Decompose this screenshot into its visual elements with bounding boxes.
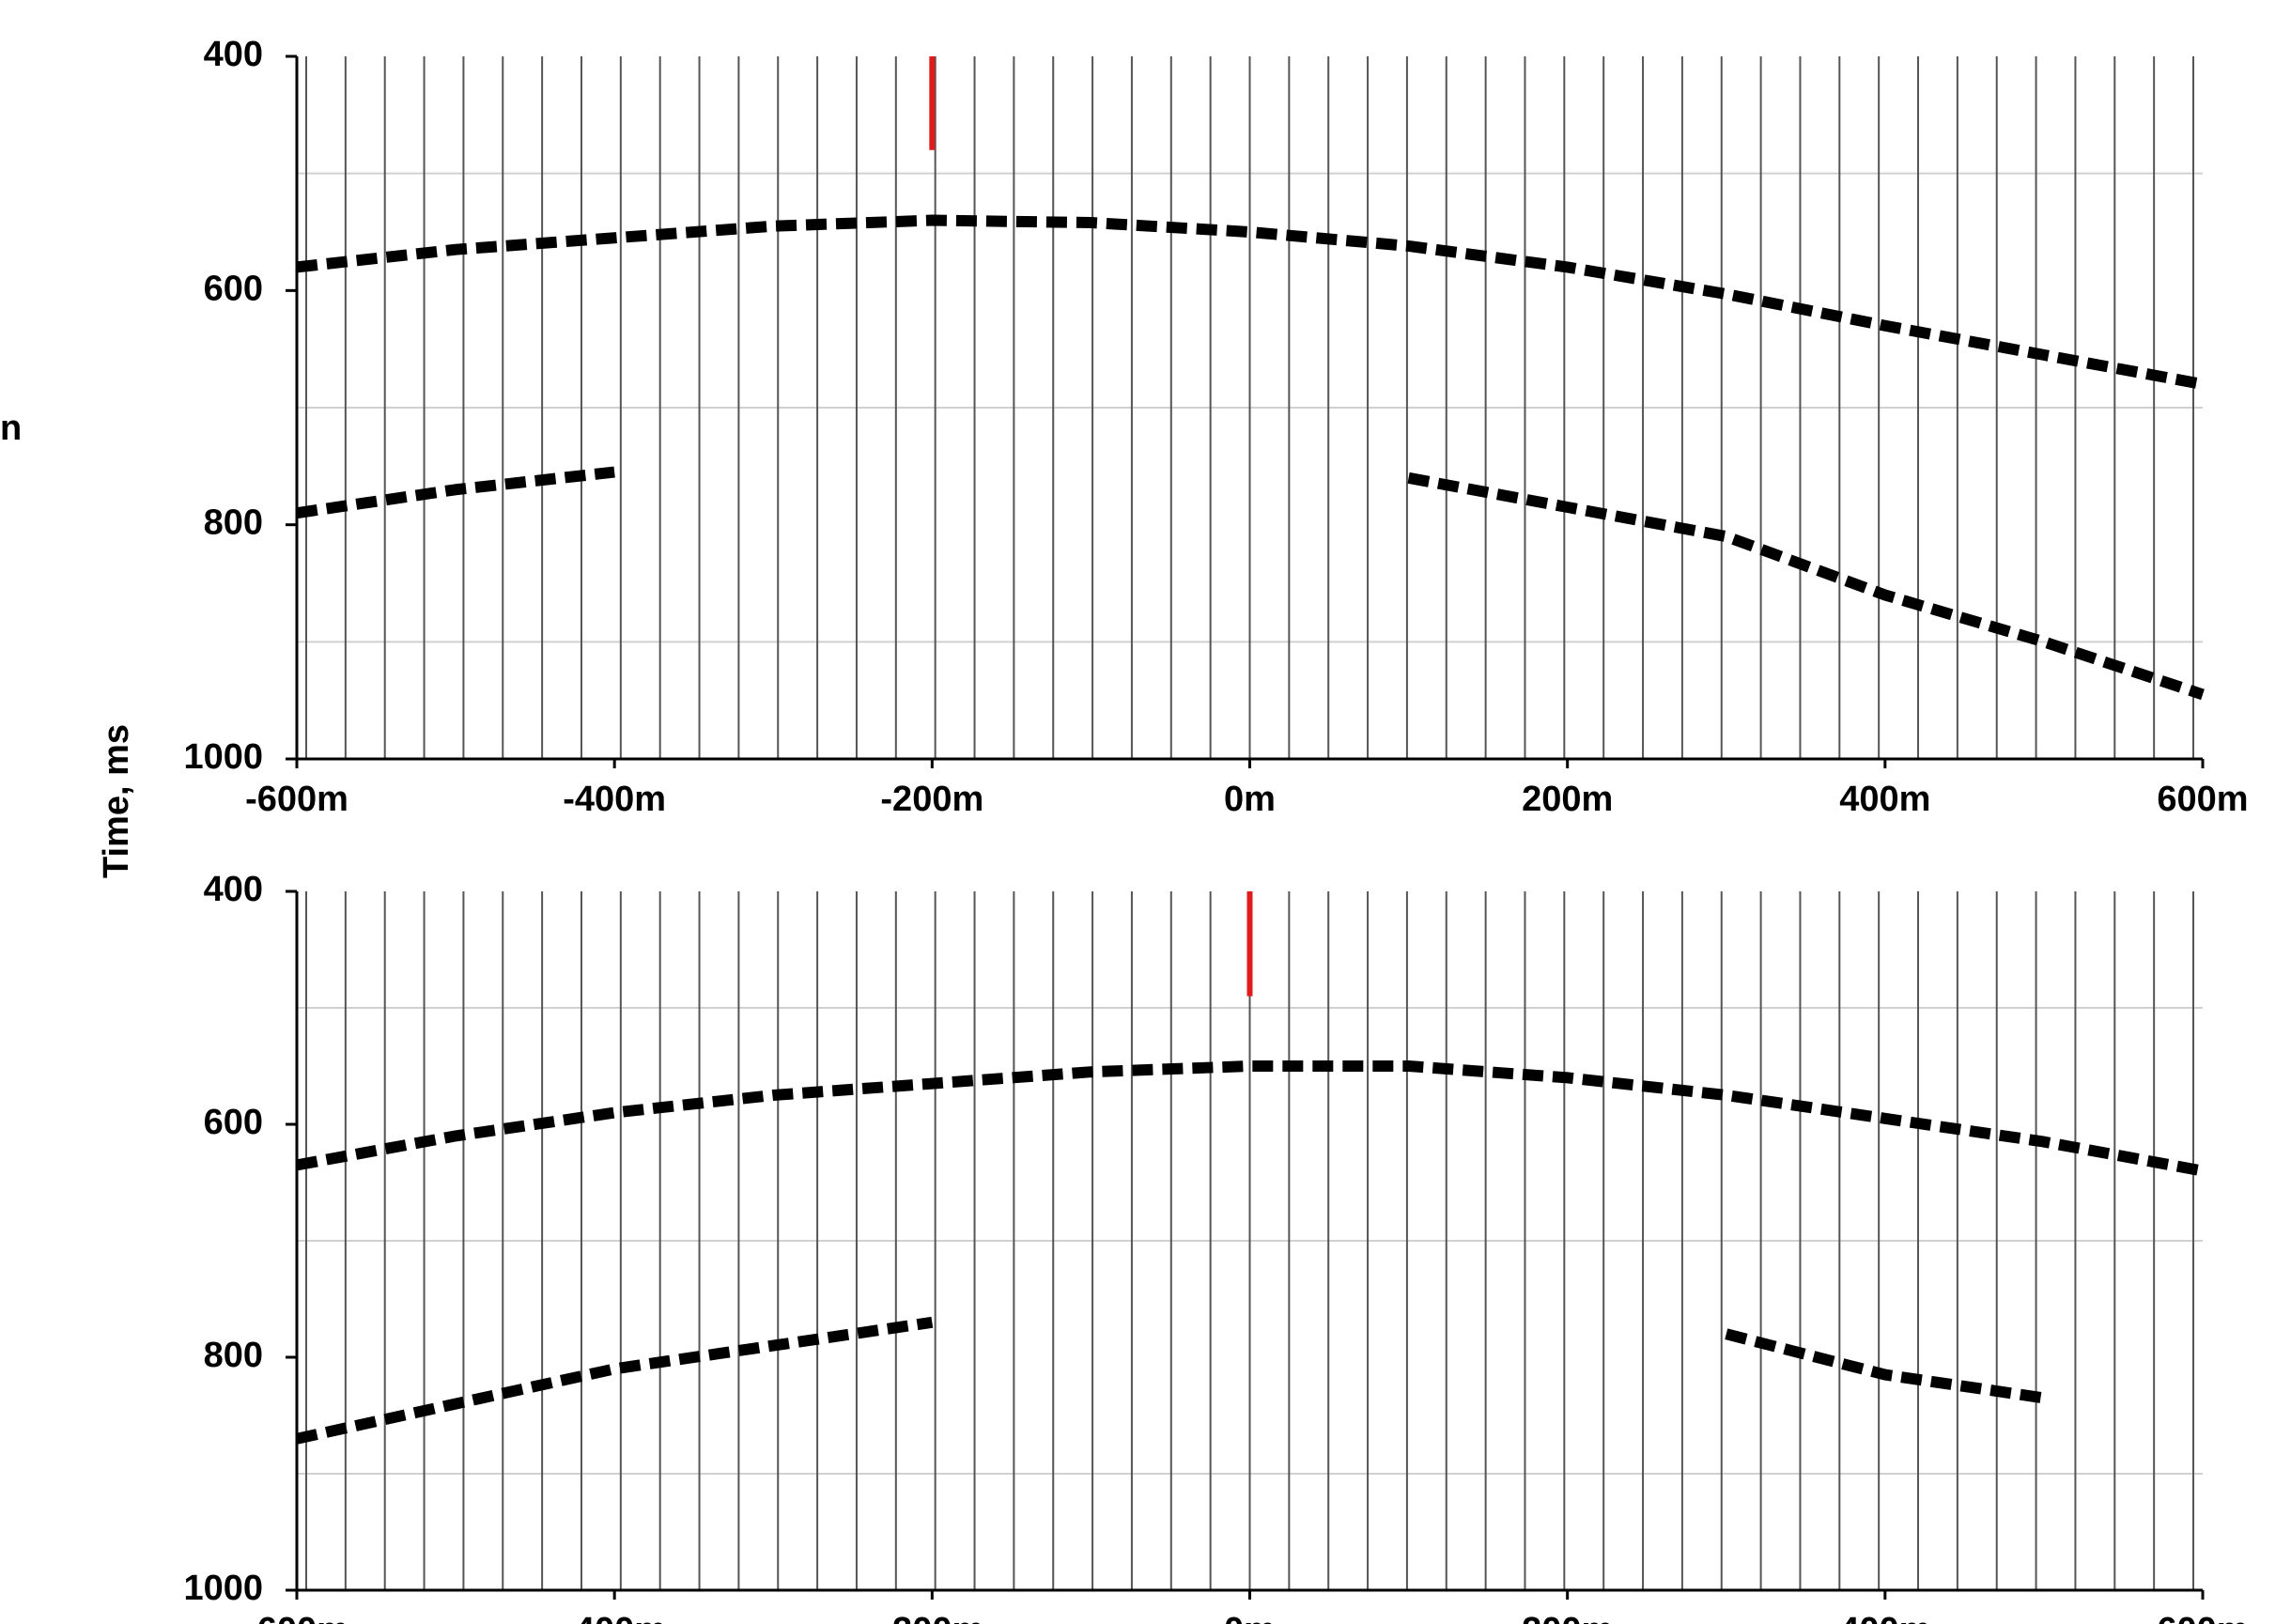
x-tick-label: -200m bbox=[880, 780, 983, 819]
y-tick-label: 400 bbox=[204, 870, 263, 909]
y-tick-label: 600 bbox=[204, 1103, 263, 1142]
x-tick-label: 600m bbox=[2157, 1611, 2248, 1624]
reflection-event bbox=[295, 1316, 2045, 1445]
x-tick-label: -600m bbox=[245, 1611, 348, 1624]
y-tick-label: 800 bbox=[204, 503, 263, 543]
x-tick-label: 400m bbox=[1839, 1611, 1930, 1624]
x-tick-label: 0m bbox=[1224, 1611, 1276, 1624]
x-tick-label: -400m bbox=[563, 780, 666, 819]
x-tick-label: 600m bbox=[2157, 780, 2248, 819]
x-tick-label: 200m bbox=[1522, 780, 1613, 819]
x-tick-label: -600m bbox=[245, 780, 348, 819]
y-tick-label: 1000 bbox=[183, 737, 263, 777]
reflection-event bbox=[295, 1060, 2205, 1177]
y-tick-label: 800 bbox=[204, 1336, 263, 1375]
x-tick-label: -400m bbox=[563, 1611, 666, 1624]
x-tick-label: 400m bbox=[1839, 780, 1930, 819]
reflection-event bbox=[296, 214, 2205, 390]
x-tick-label: 0m bbox=[1224, 780, 1276, 819]
x-tick-label: -200m bbox=[880, 1611, 983, 1624]
y-tick-label: 400 bbox=[204, 35, 263, 74]
x-tick-label: 200m bbox=[1522, 1611, 1613, 1624]
y-tick-label: 600 bbox=[204, 269, 263, 308]
reflection-event bbox=[296, 466, 2205, 701]
y-axis-label: Time, ms bbox=[97, 724, 136, 878]
y-tick-label: 1000 bbox=[183, 1569, 263, 1608]
edge-text: n bbox=[0, 409, 22, 448]
